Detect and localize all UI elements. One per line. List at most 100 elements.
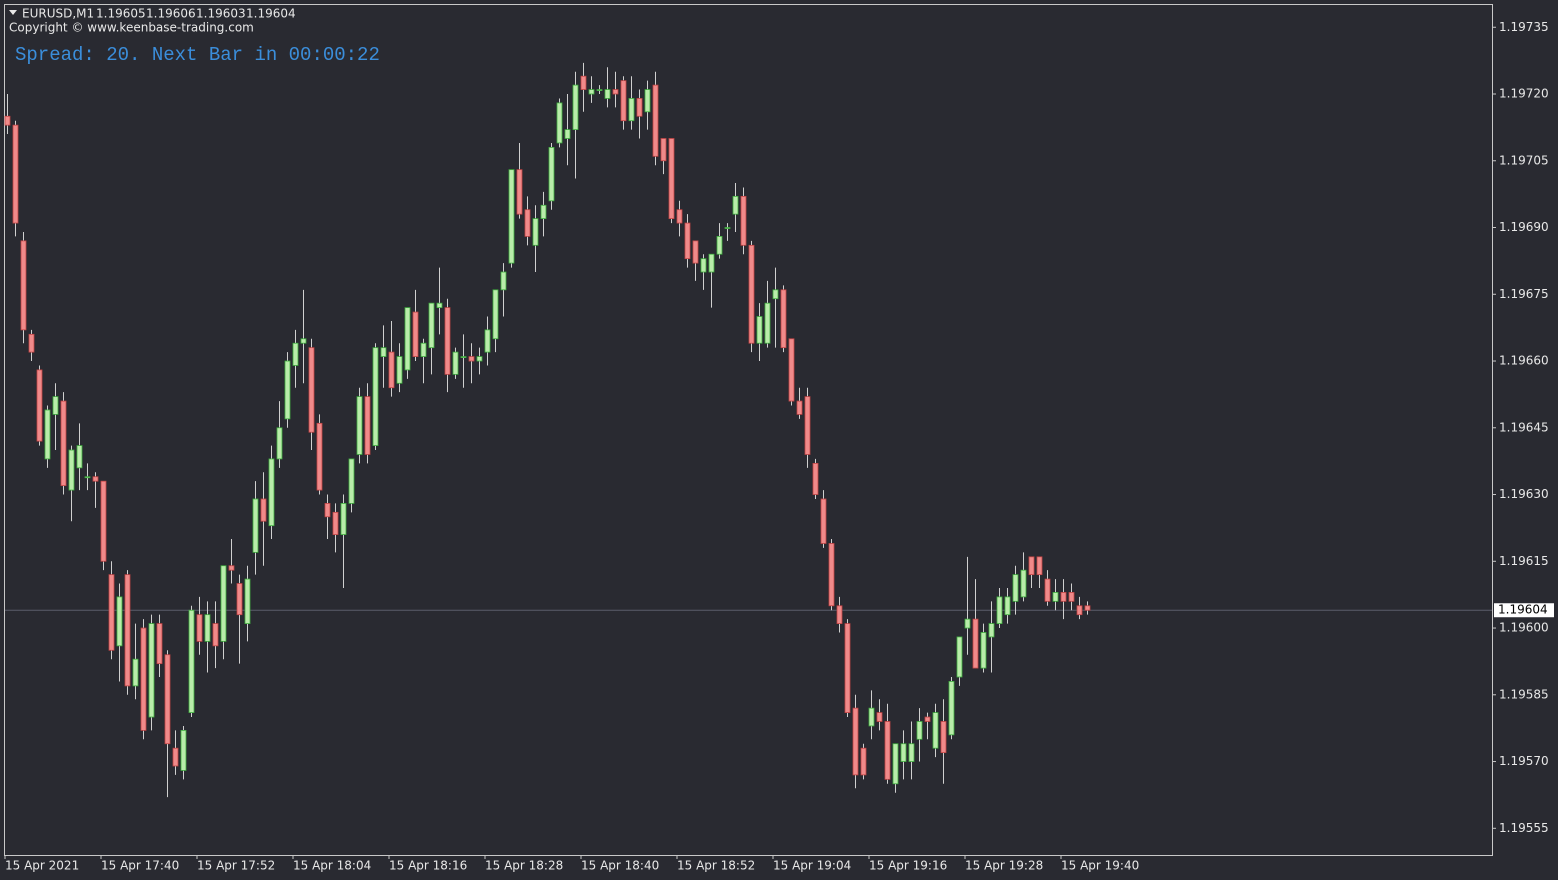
candle-body-up <box>540 204 547 220</box>
candle-body-up <box>484 329 491 353</box>
candle-body-up <box>700 258 707 273</box>
candle-body-down <box>60 400 67 487</box>
x-tick-label: 15 Apr 18:04 <box>293 859 371 873</box>
candle-body-down <box>812 462 819 495</box>
candle-body-up <box>1052 592 1059 602</box>
candle-body-down <box>308 347 315 433</box>
x-tick-label: 15 Apr 18:16 <box>389 859 467 873</box>
candle-body-up <box>204 614 211 642</box>
candle-body-down <box>1028 556 1035 576</box>
candle-body-up <box>732 195 739 215</box>
candle-body-down <box>780 289 787 349</box>
candle-body-up <box>68 449 75 491</box>
candle-body-up <box>220 565 227 642</box>
x-tick-label: 15 Apr 19:04 <box>773 859 851 873</box>
candle-body-up <box>268 458 275 527</box>
candle-body-down <box>668 138 675 220</box>
candle-body-up <box>900 743 907 762</box>
candle-body-down <box>228 565 235 571</box>
candle-body-up <box>252 498 259 553</box>
y-tick-label: 1.19645 <box>1499 420 1549 434</box>
candle-body-down <box>12 124 19 224</box>
y-tick-label: 1.19675 <box>1499 287 1549 301</box>
quote-close: 1.19604 <box>246 7 296 21</box>
candle-body-up <box>932 712 939 749</box>
candle-body-up <box>372 347 379 446</box>
quote-open: 1.19605 <box>96 7 146 21</box>
candle-body-down <box>796 400 803 415</box>
candle-body-down <box>20 240 27 331</box>
candle-body-up <box>52 396 59 415</box>
candle-body-up <box>556 102 563 144</box>
candle-body-down <box>836 605 843 624</box>
candle-body-down <box>852 707 859 776</box>
candle-body-down <box>172 747 179 767</box>
y-tick-label: 1.19720 <box>1499 87 1549 101</box>
candle-body-up <box>436 302 443 309</box>
plot-frame <box>4 4 1493 856</box>
candle-body-up <box>772 289 779 300</box>
candle-body-down <box>92 476 99 482</box>
candle-body-up <box>980 632 987 669</box>
candle-body-down <box>388 351 395 389</box>
candle-body-down <box>1084 605 1091 611</box>
x-tick-label: 15 Apr 19:28 <box>965 859 1043 873</box>
candle-body-down <box>516 169 523 215</box>
candle-body-down <box>828 543 835 607</box>
candle-body-up <box>148 623 155 718</box>
candle-body-up <box>644 89 651 113</box>
candle-body-down <box>748 244 755 344</box>
candle-body-up <box>868 707 875 727</box>
symbol-title: EURUSD,M1 <box>22 7 94 21</box>
candle-body-up <box>44 409 51 460</box>
candle-body-down <box>884 721 891 780</box>
y-tick-label: 1.19615 <box>1499 554 1549 568</box>
candle-body-down <box>636 98 643 117</box>
candle-body-down <box>260 498 267 522</box>
candle-body-up <box>340 503 347 535</box>
x-tick-label: 15 Apr 18:52 <box>677 859 755 873</box>
x-tick-label: 15 Apr 18:40 <box>581 859 659 873</box>
candle-body-up <box>716 236 723 255</box>
candle-body-down <box>652 84 659 157</box>
candle-body-up <box>948 681 955 736</box>
candle-body-down <box>316 422 323 491</box>
candle-body-up <box>564 129 571 139</box>
candle-body-down <box>444 307 451 375</box>
candle-body-up <box>532 218 539 246</box>
candle-body-up <box>404 307 411 371</box>
candle-body-down <box>324 503 331 518</box>
candle-body-up <box>244 578 251 624</box>
candle-body-down <box>972 618 979 669</box>
candle-body-up <box>764 302 771 344</box>
candle-body-up <box>180 729 187 771</box>
x-tick-label: 15 Apr 19:16 <box>869 859 947 873</box>
candle-body-down <box>364 396 371 455</box>
candle-body-down <box>36 369 43 442</box>
candle-body-up <box>724 227 731 229</box>
candle-body-up <box>596 89 603 91</box>
candle-body-down <box>468 356 475 362</box>
candle-body-down <box>332 511 339 535</box>
y-tick-label: 1.19555 <box>1499 821 1549 835</box>
candle-body-down <box>924 716 931 722</box>
candle-body-up <box>988 623 995 638</box>
x-tick-label: 15 Apr 19:40 <box>1061 859 1139 873</box>
candle-body-up <box>604 89 611 99</box>
candle-body-up <box>348 458 355 504</box>
candle-body-up <box>132 658 139 687</box>
y-tick-label: 1.19660 <box>1499 354 1549 368</box>
candle-body-up <box>452 351 459 375</box>
candle-body-up <box>508 169 515 264</box>
candle-body-up <box>356 396 363 455</box>
y-tick-label: 1.19630 <box>1499 487 1549 501</box>
candle-body-up <box>572 84 579 131</box>
candle-body-down <box>1068 592 1075 602</box>
candle-body-down <box>940 721 947 754</box>
menu-arrow[interactable] <box>9 10 17 15</box>
candle-body-up <box>708 253 715 273</box>
candle-body-down <box>844 623 851 713</box>
